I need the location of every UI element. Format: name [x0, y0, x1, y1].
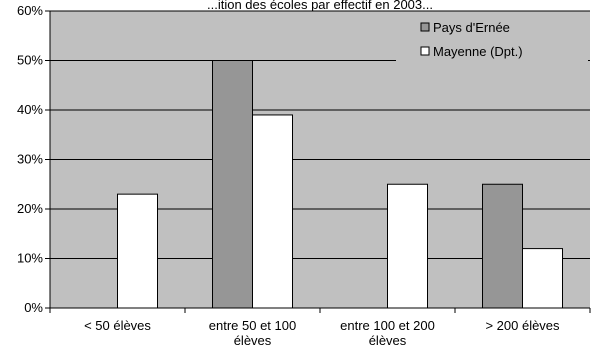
bar-mayenne-dpt--3: [522, 248, 563, 309]
x-tick-label: > 200 élèves: [485, 318, 560, 333]
x-tick-label: < 50 élèves: [84, 318, 151, 333]
bar-mayenne-dpt--0: [117, 193, 158, 309]
x-tick-label: élèves: [369, 333, 407, 348]
y-tick-label: 0%: [24, 300, 43, 315]
x-tick-label: élèves: [234, 333, 272, 348]
bar-mayenne-dpt--1: [252, 114, 293, 309]
y-tick-label: 30%: [17, 152, 43, 167]
y-tick-label: 20%: [17, 201, 43, 216]
y-tick-label: 60%: [17, 3, 43, 18]
y-tick-label: 40%: [17, 102, 43, 117]
bar-pays-d-ern-e-3: [482, 183, 523, 309]
bar-mayenne-dpt--2: [387, 183, 428, 309]
bar-pays-d-ern-e-1: [212, 60, 253, 309]
legend-swatch: [420, 46, 430, 56]
legend-swatch: [420, 22, 430, 32]
legend-label: Pays d'Ernée: [433, 20, 510, 35]
chart-title: ...ition des écoles par effectif en 2003…: [207, 0, 433, 12]
x-tick-label: entre 100 et 200: [340, 318, 435, 333]
legend-label: Mayenne (Dpt.): [433, 44, 523, 59]
y-tick-label: 10%: [17, 251, 43, 266]
x-tick-label: entre 50 et 100: [209, 318, 296, 333]
y-tick-label: 50%: [17, 53, 43, 68]
